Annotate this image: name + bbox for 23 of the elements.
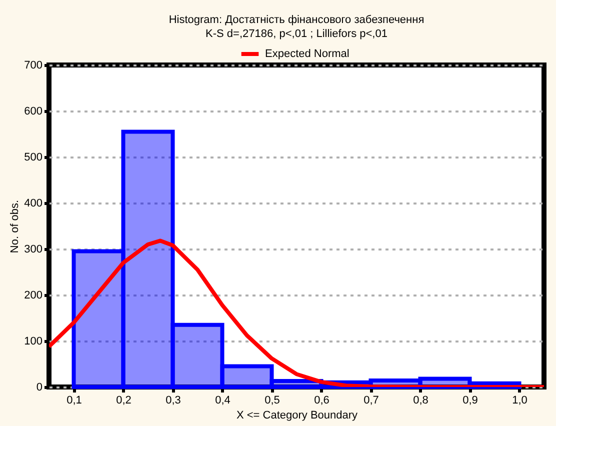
x-tick-label: 1,0 xyxy=(512,394,528,406)
x-tick-label: 0,1 xyxy=(66,394,82,406)
x-tick-label: 0,3 xyxy=(166,394,181,406)
y-tick-label: 500 xyxy=(24,152,42,164)
x-tick-label: 0,5 xyxy=(264,394,280,406)
y-tick-label: 700 xyxy=(24,60,42,72)
x-axis-title: X <= Category Boundary xyxy=(236,410,358,422)
y-tick-label: 400 xyxy=(24,198,42,210)
y-axis-title: No. of obs. xyxy=(9,200,22,254)
x-tick-label: 0,7 xyxy=(364,394,379,406)
y-tick-label: 0 xyxy=(36,382,42,394)
y-tick-label: 300 xyxy=(24,244,42,256)
x-tick-label: 0,2 xyxy=(116,394,132,406)
x-tick-label: 0,8 xyxy=(413,394,428,406)
chart-subtitle: K-S d=,27186, p<,01 ; Lilliefors p<,01 xyxy=(206,28,388,40)
y-tick-label: 200 xyxy=(24,290,42,302)
chart-title: Histogram: Достатність фінансового забезпечення xyxy=(168,14,424,26)
y-tick-label: 100 xyxy=(24,336,42,348)
x-tick-label: 0,6 xyxy=(314,394,330,406)
legend-label: Expected Normal xyxy=(265,48,350,60)
x-tick-label: 0,4 xyxy=(215,394,230,406)
y-tick-label: 600 xyxy=(24,106,42,118)
x-tick-label: 0,9 xyxy=(462,394,478,406)
